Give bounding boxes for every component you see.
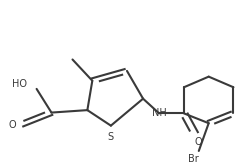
- Text: Br: Br: [188, 154, 199, 164]
- Text: NH: NH: [152, 109, 167, 119]
- Text: O: O: [9, 120, 16, 130]
- Text: HO: HO: [12, 79, 27, 89]
- Text: O: O: [195, 137, 203, 147]
- Text: S: S: [108, 132, 114, 142]
